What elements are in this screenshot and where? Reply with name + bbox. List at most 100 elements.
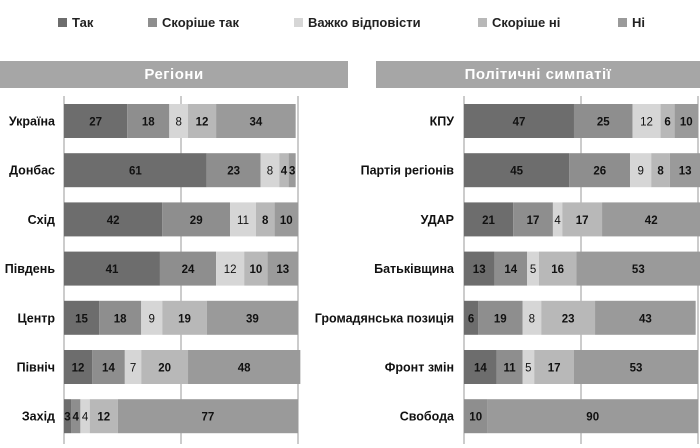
bar-value-label: 14 — [474, 363, 487, 375]
category-label: Північ — [17, 361, 55, 375]
bar-segment — [99, 300, 142, 335]
category-label: Україна — [9, 115, 56, 129]
bar-segment — [89, 399, 118, 434]
bar-segment — [274, 202, 298, 237]
bar-segment — [216, 251, 245, 286]
category-label: Громадянська позиція — [315, 311, 454, 325]
category-label: Донбас — [9, 164, 55, 178]
bar-segment — [576, 251, 700, 286]
bar-value-label: 5 — [525, 363, 531, 375]
bar-value-label: 41 — [106, 264, 119, 276]
bar-value-label: 17 — [576, 215, 589, 227]
legend-item-vazhko: Важко відповісти — [294, 14, 421, 30]
bar-segment — [674, 104, 698, 138]
bar-segment — [464, 104, 574, 138]
bar-value-label: 16 — [551, 264, 564, 276]
category-label: КПУ — [430, 115, 455, 129]
bar-segment — [124, 350, 142, 384]
bar-segment — [64, 251, 160, 286]
bar-value-label: 3 — [289, 166, 295, 178]
bar-value-label: 42 — [645, 215, 658, 227]
bar-value-label: 5 — [530, 264, 536, 276]
bar-value-label: 12 — [224, 264, 237, 276]
bar-segment — [464, 251, 495, 286]
category-label: Фронт змін — [385, 361, 454, 375]
legend-label-skorishe-tak: Скоріше так — [162, 14, 239, 30]
bar-value-label: 43 — [639, 313, 652, 325]
bar-segment — [188, 350, 301, 384]
bar-value-label: 14 — [504, 264, 517, 276]
bar-value-label: 18 — [114, 313, 127, 325]
bar-segment — [159, 251, 217, 286]
bar-segment — [496, 350, 523, 384]
legend-label-skorishe-ni: Скоріше ні — [492, 14, 561, 30]
bar-value-label: 19 — [178, 313, 191, 325]
bar-segment — [64, 202, 163, 237]
bar-value-label: 15 — [75, 313, 88, 325]
category-label: Батьківщина — [374, 262, 455, 276]
bar-value-label: 13 — [473, 264, 486, 276]
bar-segment — [464, 399, 488, 434]
bar-segment — [141, 300, 163, 335]
bar-segment — [669, 153, 700, 188]
bar-value-label: 90 — [586, 412, 599, 424]
bar-value-label: 48 — [238, 363, 251, 375]
bar-segment — [573, 104, 633, 138]
bar-value-label: 53 — [630, 363, 643, 375]
bar-value-label: 8 — [657, 166, 664, 178]
bar-value-label: 4 — [281, 166, 288, 178]
bar-value-label: 61 — [129, 166, 142, 178]
bar-value-label: 10 — [680, 117, 693, 129]
bar-segment — [552, 202, 563, 237]
bar-value-label: 3 — [64, 412, 70, 424]
bar-segment — [632, 104, 661, 138]
bar-value-label: 18 — [142, 117, 155, 129]
bar-segment — [64, 350, 93, 384]
category-label: Схід — [28, 213, 55, 227]
bar-value-label: 4 — [72, 412, 79, 424]
bar-segment — [464, 350, 497, 384]
legend-item-skorishe-tak: Скоріше так — [148, 14, 239, 30]
bar-value-label: 11 — [504, 363, 517, 375]
panel-title-political: Політичні симпатії — [376, 61, 700, 88]
bar-value-label: 39 — [246, 313, 259, 325]
bar-segment — [527, 251, 539, 286]
bar-segment — [127, 104, 170, 138]
bar-segment — [464, 202, 514, 237]
bar-value-label: 53 — [632, 264, 645, 276]
bar-value-label: 12 — [196, 117, 209, 129]
bar-segment — [522, 350, 535, 384]
bar-value-label: 27 — [89, 117, 102, 129]
bar-value-label: 9 — [637, 166, 643, 178]
legend-swatch-ni — [618, 17, 627, 27]
legend-swatch-skorishe-tak — [148, 17, 157, 27]
legend-swatch-vazhko — [294, 17, 303, 27]
bar-segment — [169, 104, 189, 138]
bar-value-label: 47 — [513, 117, 526, 129]
bar-value-label: 13 — [276, 264, 289, 276]
bar-value-label: 23 — [562, 313, 575, 325]
bar-segment — [569, 153, 631, 188]
bar-segment — [541, 300, 596, 335]
bar-value-label: 14 — [102, 363, 115, 375]
bar-value-label: 42 — [107, 215, 120, 227]
bar-value-label: 13 — [679, 166, 692, 178]
legend-label-vazhko: Важко відповісти — [308, 14, 421, 30]
category-label: Партія регіонів — [361, 164, 455, 178]
bar-segment — [244, 251, 268, 286]
bar-segment — [216, 104, 296, 138]
bar-segment — [206, 153, 261, 188]
bar-value-label: 4 — [82, 412, 89, 424]
bar-segment — [494, 251, 528, 286]
bar-segment — [64, 399, 72, 434]
bar-value-label: 19 — [494, 313, 507, 325]
bar-value-label: 10 — [469, 412, 482, 424]
bar-segment — [230, 202, 256, 237]
bar-value-label: 12 — [97, 412, 110, 424]
bar-segment — [255, 202, 275, 237]
bar-value-label: 26 — [593, 166, 606, 178]
bar-segment — [651, 153, 670, 188]
legend-item-ni: Ні — [618, 14, 645, 30]
bar-segment — [188, 104, 217, 138]
